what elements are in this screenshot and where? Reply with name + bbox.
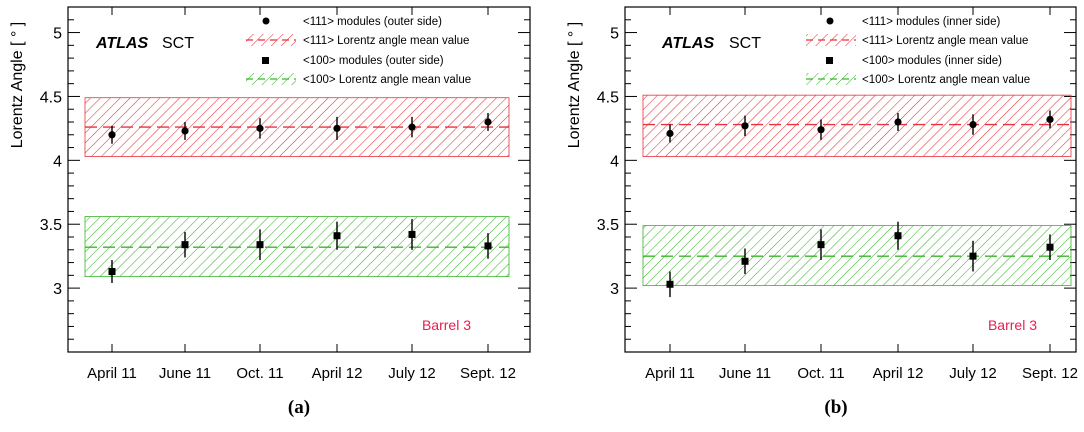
panel-caption: (b) bbox=[824, 397, 847, 418]
data-point-100 bbox=[408, 230, 416, 238]
band-green bbox=[642, 225, 1072, 286]
legend-entry: <111> Lorentz angle mean value bbox=[862, 35, 1028, 47]
data-point-100 bbox=[969, 252, 977, 260]
legend-marker-square bbox=[262, 57, 269, 64]
x-tick-label: April 11 bbox=[87, 365, 137, 382]
plot-frame bbox=[67, 6, 531, 353]
data-point-111 bbox=[969, 120, 977, 129]
experiment-label: ATLAS bbox=[95, 35, 148, 52]
y-axis-label: Lorentz Angle [ ° ] bbox=[9, 22, 26, 148]
x-tick-label: June 11 bbox=[719, 365, 771, 382]
x-tick-label: Sept. 12 bbox=[460, 365, 516, 382]
legend-entry: <111> modules (outer side) bbox=[303, 16, 442, 28]
data-points bbox=[666, 110, 1054, 298]
y-tick-label: 4.5 bbox=[597, 89, 619, 106]
panel-a: Lorentz Angle [ ° ] 3 3.5 4 4.5 5 April 11 Ju… bbox=[9, 6, 531, 418]
legend: <111> modules (outer side) <111> Lorentz… bbox=[246, 16, 471, 86]
band-red bbox=[642, 94, 1072, 157]
legend-marker-square bbox=[826, 57, 833, 64]
data-point-100 bbox=[108, 268, 116, 275]
y-tick-label: 3.5 bbox=[40, 217, 62, 234]
data-point-100 bbox=[181, 241, 189, 249]
x-tick-label: Sept. 12 bbox=[1022, 365, 1078, 382]
region-label: Barrel 3 bbox=[988, 317, 1037, 333]
legend-entry: <111> Lorentz angle mean value bbox=[303, 35, 469, 47]
legend-marker-circle bbox=[262, 17, 270, 25]
panel-b: Lorentz Angle [ ° ] 3 3.5 4 4.5 5 April 11 Ju… bbox=[566, 6, 1078, 418]
y-tick-label: 3 bbox=[610, 281, 619, 298]
mean-value-bands bbox=[84, 97, 510, 278]
data-point-100 bbox=[484, 242, 492, 250]
x-tick-label: July 12 bbox=[949, 365, 997, 382]
x-tick-label: Oct. 11 bbox=[236, 365, 283, 382]
x-tick-label: June 11 bbox=[159, 365, 211, 382]
y-tick-label: 4.5 bbox=[40, 89, 62, 106]
y-axis-label: Lorentz Angle [ ° ] bbox=[566, 22, 583, 148]
x-tick-label: July 12 bbox=[388, 365, 436, 382]
data-point-111 bbox=[1046, 115, 1054, 124]
region-label: Barrel 3 bbox=[422, 317, 471, 333]
data-point-111 bbox=[333, 124, 341, 132]
detector-label: SCT bbox=[162, 35, 194, 52]
y-ticks: 3 3.5 4 4.5 5 bbox=[597, 6, 1076, 340]
experiment-label: ATLAS bbox=[661, 35, 714, 52]
y-tick-label: 3.5 bbox=[597, 217, 619, 234]
data-point-100 bbox=[741, 257, 749, 265]
legend-entry: <100> modules (inner side) bbox=[862, 55, 1002, 67]
data-point-100 bbox=[894, 232, 902, 240]
x-tick-label: Oct. 11 bbox=[797, 365, 844, 382]
x-ticks: April 11 June 11 Oct. 11 April 12 July 12 Sep… bbox=[87, 7, 516, 382]
panel-caption: (a) bbox=[288, 397, 310, 418]
legend: <111> modules (inner side) <111> Lorentz… bbox=[806, 16, 1030, 86]
data-point-100 bbox=[666, 280, 674, 288]
legend-entry: <100> Lorentz angle mean value bbox=[303, 74, 471, 86]
data-point-111 bbox=[817, 126, 825, 134]
data-point-111 bbox=[666, 129, 674, 138]
legend-entry: <100> modules (outer side) bbox=[303, 55, 444, 67]
y-ticks: 3 3.5 4 4.5 5 bbox=[40, 6, 530, 340]
data-point-111 bbox=[181, 127, 189, 135]
legend-marker-circle bbox=[826, 17, 834, 25]
y-tick-label: 4 bbox=[53, 153, 62, 170]
data-point-100 bbox=[817, 241, 825, 249]
legend-entry: <100> Lorentz angle mean value bbox=[862, 74, 1030, 86]
data-point-111 bbox=[484, 118, 492, 126]
y-tick-label: 3 bbox=[53, 281, 62, 298]
x-tick-label: April 11 bbox=[645, 365, 695, 382]
y-tick-label: 4 bbox=[610, 153, 619, 170]
data-point-100 bbox=[256, 241, 264, 249]
data-point-111 bbox=[741, 122, 749, 130]
mean-value-bands bbox=[642, 94, 1072, 286]
plot-frame bbox=[624, 6, 1077, 353]
data-point-100 bbox=[1046, 243, 1054, 251]
data-points bbox=[108, 113, 492, 283]
data-point-111 bbox=[108, 131, 116, 139]
data-point-111 bbox=[408, 123, 416, 131]
y-tick-label: 5 bbox=[53, 26, 62, 43]
y-tick-label: 5 bbox=[610, 26, 619, 43]
x-ticks: April 11 June 11 Oct. 11 April 12 July 12 Sep… bbox=[645, 7, 1078, 382]
data-point-111 bbox=[256, 124, 264, 132]
legend-entry: <111> modules (inner side) bbox=[862, 16, 1000, 28]
x-tick-label: April 12 bbox=[873, 365, 924, 382]
x-tick-label: April 12 bbox=[312, 365, 363, 382]
detector-label: SCT bbox=[729, 35, 761, 52]
data-point-111 bbox=[894, 118, 902, 126]
data-point-100 bbox=[333, 232, 341, 240]
